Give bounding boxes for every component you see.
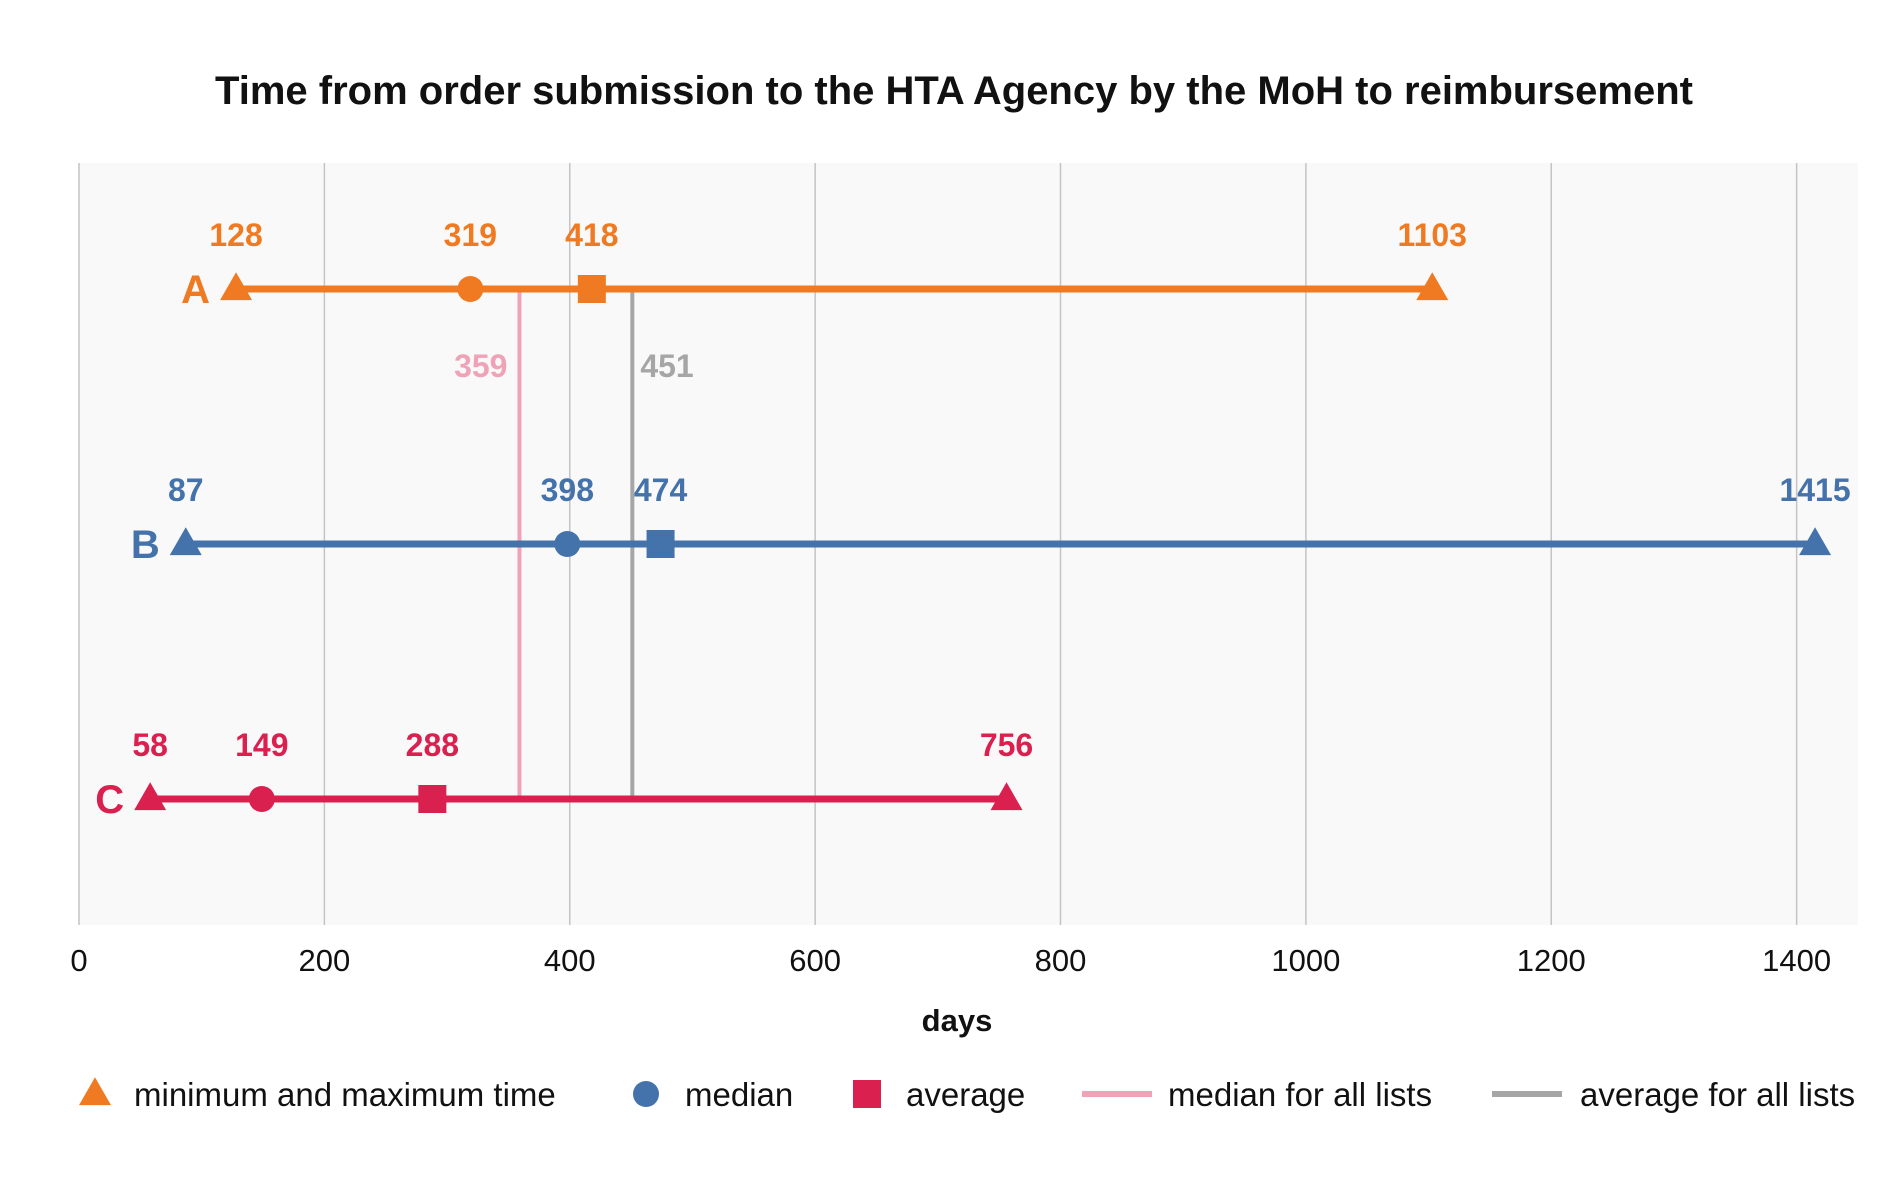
legend-label: average: [906, 1076, 1025, 1113]
max-marker: [1799, 527, 1832, 556]
legend-label: median for all lists: [1168, 1076, 1432, 1113]
value-label-average: 474: [634, 472, 688, 508]
x-tick-label: 200: [299, 943, 351, 978]
value-label-median: 319: [444, 217, 497, 253]
value-label-average: 288: [406, 727, 459, 763]
legend-label: minimum and maximum time: [134, 1076, 556, 1113]
reference-lines: 359 451: [454, 289, 694, 799]
value-label-max: 1415: [1779, 472, 1850, 508]
value-label-max: 756: [980, 727, 1033, 763]
x-tick-label: 1200: [1517, 943, 1586, 978]
legend-label: average for all lists: [1580, 1076, 1855, 1113]
legend-item-average_all: average for all lists: [1492, 1076, 1855, 1113]
reference-line-label-median_all: 359: [454, 348, 507, 384]
legend-item-median_all: median for all lists: [1082, 1076, 1432, 1113]
legend-marker-square: [853, 1080, 881, 1108]
value-label-min: 87: [168, 472, 204, 508]
x-tick-label: 800: [1035, 943, 1087, 978]
x-axis-label: days: [922, 1003, 993, 1038]
x-tick-label: 600: [789, 943, 841, 978]
value-label-average: 418: [565, 217, 618, 253]
value-label-min: 58: [132, 727, 168, 763]
median-marker: [248, 786, 275, 812]
average-marker: [577, 275, 606, 303]
series-row-a: A 128 319 418 1103: [181, 217, 1467, 312]
series-label: C: [95, 778, 124, 822]
series-row-c: C58 149 288 756: [95, 727, 1033, 822]
min-marker: [169, 527, 202, 556]
max-marker: [990, 782, 1023, 811]
series-rows: A 128 319 418 1103 B87 398 474 1415 C58 149 288 756: [95, 217, 1850, 822]
x-tick-label: 1000: [1271, 943, 1340, 978]
x-tick-label: 1400: [1762, 943, 1831, 978]
series-label: A: [181, 268, 210, 312]
x-tick-label: 400: [544, 943, 596, 978]
legend-item-average: average: [853, 1076, 1025, 1113]
x-tick-label: 0: [70, 943, 87, 978]
min-marker: [134, 782, 167, 811]
legend-marker-triangle: [79, 1077, 111, 1106]
median-marker: [554, 531, 581, 557]
chart-title: Time from order submission to the HTA Ag…: [215, 69, 1693, 113]
legend-marker-circle: [633, 1081, 659, 1107]
average-marker: [646, 530, 675, 558]
average-marker: [418, 785, 447, 813]
legend-label: median: [685, 1076, 793, 1113]
series-row-b: B87 398 474 1415: [131, 472, 1851, 567]
min-marker: [220, 272, 253, 301]
value-label-median: 398: [541, 472, 594, 508]
series-label: B: [131, 523, 160, 567]
legend-item-minmax: minimum and maximum time: [79, 1076, 556, 1113]
median-marker: [457, 276, 484, 302]
legend-item-median: median: [633, 1076, 793, 1113]
legend: minimum and maximum time median average med…: [79, 1076, 1855, 1113]
value-label-median: 149: [235, 727, 288, 763]
reference-line-label-average_all: 451: [640, 348, 693, 384]
x-axis-ticks: 0 200 400 600 800 1000 1200 1400: [70, 943, 1831, 978]
max-marker: [1416, 272, 1449, 301]
value-label-min: 128: [209, 217, 262, 253]
value-label-max: 1103: [1398, 217, 1467, 253]
